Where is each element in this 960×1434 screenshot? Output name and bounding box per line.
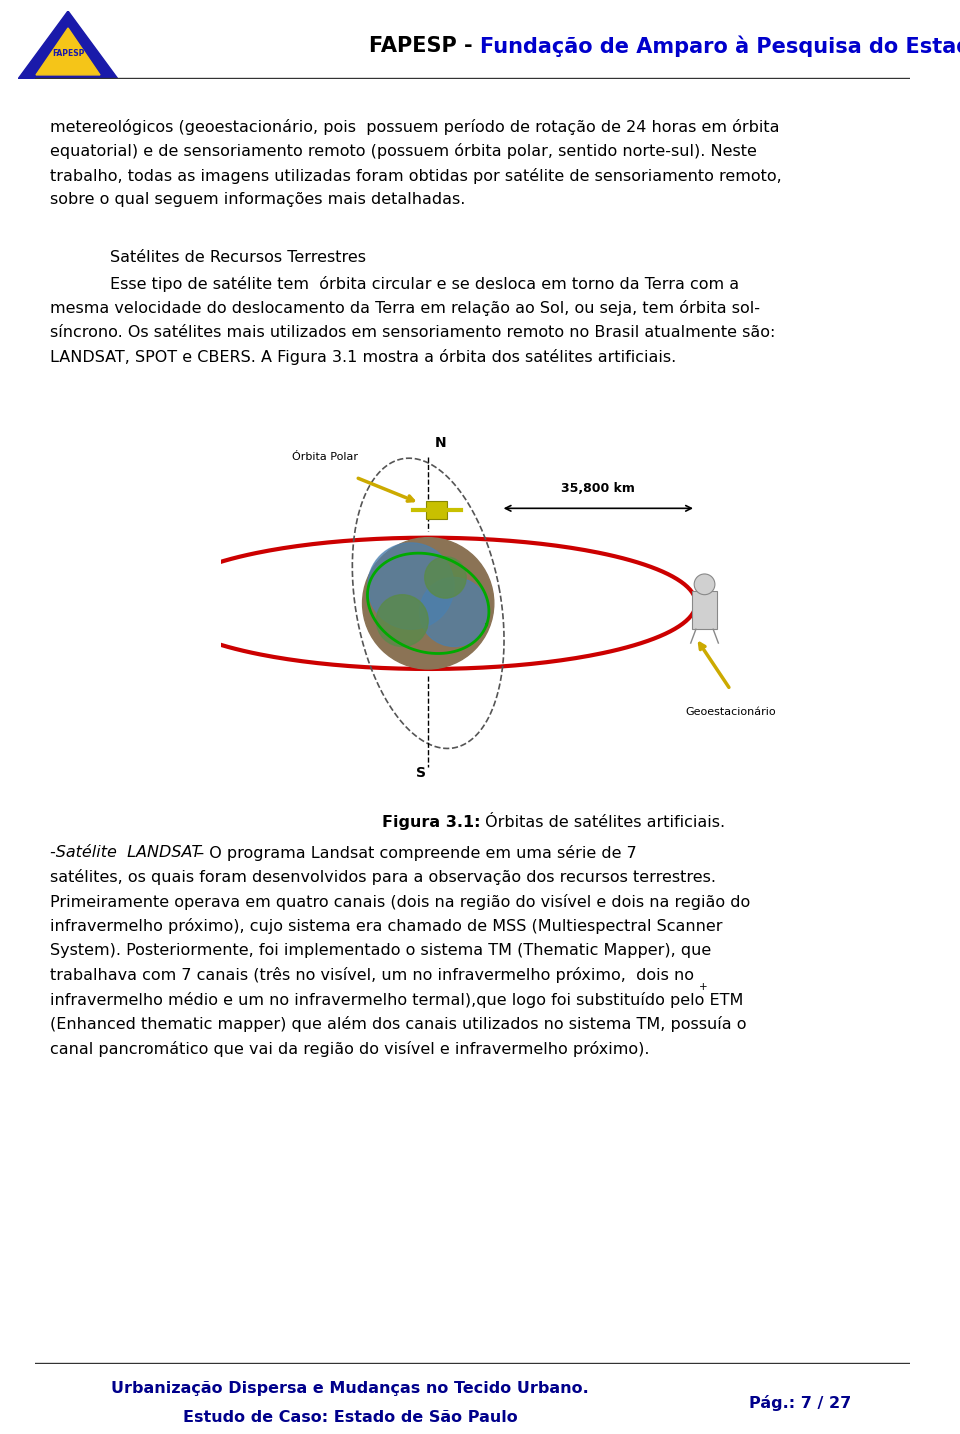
Text: S: S (416, 766, 426, 780)
Text: +: + (699, 982, 708, 992)
Text: mesma velocidade do deslocamento da Terra em relação ao Sol, ou seja, tem órbita: mesma velocidade do deslocamento da Terr… (50, 300, 760, 317)
Text: canal pancromático que vai da região do visível e infravermelho próximo).: canal pancromático que vai da região do … (50, 1041, 650, 1057)
Text: trabalhava com 7 canais (três no visível, um no infravermelho próximo,  dois no: trabalhava com 7 canais (três no visível… (50, 967, 694, 984)
Text: equatorial) e de sensoriamento remoto (possuem órbita polar, sentido norte-sul).: equatorial) e de sensoriamento remoto (p… (50, 143, 756, 159)
Text: trabalho, todas as imagens utilizadas foram obtidas por satélite de sensoriament: trabalho, todas as imagens utilizadas fo… (50, 168, 781, 184)
Circle shape (363, 538, 493, 670)
Text: 35,800 km: 35,800 km (562, 482, 636, 495)
Circle shape (420, 578, 489, 647)
Text: FAPESP: FAPESP (52, 49, 84, 57)
Text: Urbanização Dispersa e Mudanças no Tecido Urbano.: Urbanização Dispersa e Mudanças no Tecid… (111, 1381, 588, 1397)
Bar (692, 591, 716, 630)
Text: Pág.: 7 / 27: Pág.: 7 / 27 (749, 1395, 852, 1411)
Text: Figura 3.1:: Figura 3.1: (381, 816, 480, 830)
Polygon shape (36, 29, 100, 75)
Circle shape (376, 595, 428, 647)
Text: Órbitas de satélites artificiais.: Órbitas de satélites artificiais. (480, 816, 725, 830)
Text: -Satélite  LANDSAT: -Satélite LANDSAT (50, 845, 202, 860)
Text: LANDSAT, SPOT e CBERS. A Figura 3.1 mostra a órbita dos satélites artificiais.: LANDSAT, SPOT e CBERS. A Figura 3.1 most… (50, 350, 676, 366)
Circle shape (694, 574, 715, 595)
Text: Estudo de Caso: Estado de São Paulo: Estudo de Caso: Estado de São Paulo (182, 1410, 517, 1424)
Text: síncrono. Os satélites mais utilizados em sensoriamento remoto no Brasil atualme: síncrono. Os satélites mais utilizados e… (50, 324, 776, 340)
Text: Geoestacionário: Geoestacionário (685, 707, 776, 717)
Text: FAPESP -: FAPESP - (370, 36, 480, 56)
Bar (426, 502, 447, 519)
Text: – O programa Landsat compreende em uma série de 7: – O programa Landsat compreende em uma s… (191, 845, 636, 860)
Polygon shape (18, 11, 118, 79)
Text: Esse tipo de satélite tem  órbita circular e se desloca em torno da Terra com a: Esse tipo de satélite tem órbita circula… (110, 275, 739, 291)
Text: (Enhanced thematic mapper) que além dos canais utilizados no sistema TM, possuía: (Enhanced thematic mapper) que além dos … (50, 1017, 747, 1032)
Text: Satélites de Recursos Terrestres: Satélites de Recursos Terrestres (110, 250, 366, 265)
Text: Primeiramente operava em quatro canais (dois na região do visível e dois na regi: Primeiramente operava em quatro canais (… (50, 893, 751, 909)
Text: System). Posteriormente, foi implementado o sistema TM (Thematic Mapper), que: System). Posteriormente, foi implementad… (50, 942, 711, 958)
Text: infravermelho próximo), cujo sistema era chamado de MSS (Multiespectral Scanner: infravermelho próximo), cujo sistema era… (50, 918, 723, 934)
Text: N: N (435, 436, 446, 450)
Circle shape (368, 543, 454, 630)
Text: Fundação de Amparo à Pesquisa do Estado de SP: Fundação de Amparo à Pesquisa do Estado … (480, 36, 960, 57)
Text: infravermelho médio e um no infravermelho termal),que logo foi substituído pelo : infravermelho médio e um no infravermelh… (50, 992, 743, 1008)
Text: sobre o qual seguem informações mais detalhadas.: sobre o qual seguem informações mais det… (50, 192, 466, 208)
Text: metereológicos (geoestacionário, pois  possuem período de rotação de 24 horas em: metereológicos (geoestacionário, pois po… (50, 119, 780, 135)
Circle shape (424, 556, 467, 598)
Text: Órbita Polar: Órbita Polar (292, 452, 357, 462)
Text: satélites, os quais foram desenvolvidos para a observação dos recursos terrestre: satélites, os quais foram desenvolvidos … (50, 869, 716, 885)
